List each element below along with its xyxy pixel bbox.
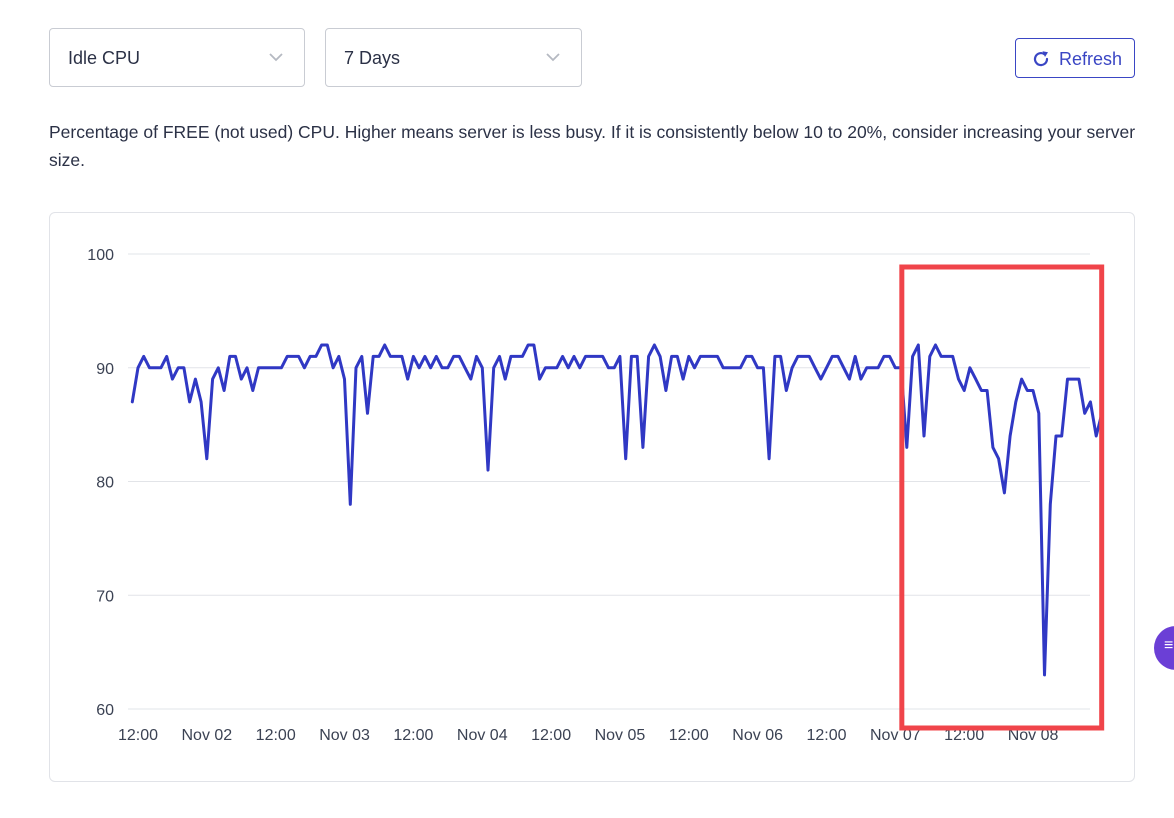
metric-select[interactable]: Idle CPU xyxy=(49,28,305,87)
x-tick-label: 12:00 xyxy=(669,727,709,744)
chart-card: 60 70 80 90 100 12:00 Nov 02 12:00 Nov 03 12:00 No… xyxy=(49,212,1135,782)
refresh-icon xyxy=(1033,51,1049,67)
time-range-select-value: 7 Days xyxy=(344,48,401,68)
x-tick-label: Nov 05 xyxy=(595,727,646,744)
x-tick-label: 12:00 xyxy=(393,727,433,744)
x-tick-label: Nov 07 xyxy=(870,727,921,744)
x-tick-label: 12:00 xyxy=(944,727,984,744)
refresh-button-label: Refresh xyxy=(1059,49,1123,69)
series-line xyxy=(130,343,1104,677)
y-tick-label: 70 xyxy=(96,588,114,605)
x-tick-label: Nov 06 xyxy=(732,727,783,744)
highlight-box xyxy=(899,264,1105,731)
x-tick-label: Nov 03 xyxy=(319,727,370,744)
metric-description: Percentage of FREE (not used) CPU. Highe… xyxy=(49,122,1136,170)
time-range-select[interactable]: 7 Days xyxy=(325,28,582,87)
chevron-down-icon xyxy=(546,53,560,62)
y-tick-label: 100 xyxy=(87,247,114,264)
chat-menu-icon: ≡ xyxy=(1164,637,1174,654)
chevron-down-icon xyxy=(269,53,283,62)
refresh-button[interactable]: Refresh xyxy=(1015,38,1135,78)
x-tick-label: Nov 08 xyxy=(1008,727,1059,744)
y-tick-label: 90 xyxy=(96,361,114,378)
y-tick-label: 80 xyxy=(96,475,114,492)
x-tick-label: 12:00 xyxy=(806,727,846,744)
x-tick-label: 12:00 xyxy=(118,727,158,744)
side-widget-button[interactable]: ≡ xyxy=(1154,626,1174,670)
idle-cpu-line-chart: 60 70 80 90 100 12:00 Nov 02 12:00 Nov 03 12:00 No… xyxy=(87,247,1105,744)
x-tick-label: Nov 04 xyxy=(457,727,508,744)
x-tick-label: 12:00 xyxy=(531,727,571,744)
y-tick-label: 60 xyxy=(96,702,114,719)
x-tick-label: Nov 02 xyxy=(181,727,232,744)
metric-select-value: Idle CPU xyxy=(68,48,141,68)
x-tick-label: 12:00 xyxy=(256,727,296,744)
